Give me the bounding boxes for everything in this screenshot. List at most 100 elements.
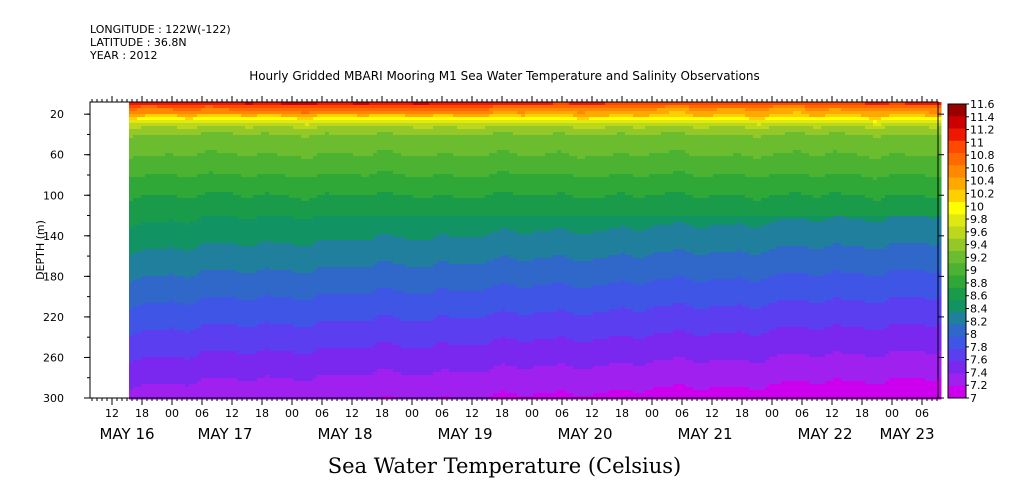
heat-cell <box>281 288 286 292</box>
heat-cell <box>285 201 290 205</box>
heat-cell <box>237 105 242 109</box>
heat-cell <box>237 237 242 241</box>
heat-cell <box>269 384 274 388</box>
heat-cell <box>165 339 170 343</box>
heat-cell <box>301 360 306 364</box>
heat-cell <box>233 171 238 175</box>
heat-cell <box>309 222 314 226</box>
heat-cell <box>229 330 234 334</box>
heat-cell <box>261 210 266 214</box>
heat-cell <box>229 387 234 391</box>
heat-cell <box>141 168 146 172</box>
heat-cell <box>193 276 198 280</box>
heat-cell <box>209 345 214 349</box>
heat-cell <box>169 213 174 217</box>
heat-cell <box>221 111 226 115</box>
heat-cell <box>293 279 298 283</box>
heat-cell <box>197 351 202 355</box>
heat-cell <box>161 339 166 343</box>
heat-cell <box>169 252 174 256</box>
heat-cell <box>313 156 318 160</box>
heat-cell <box>221 102 226 106</box>
heat-cell <box>161 240 166 244</box>
heat-cell <box>209 348 214 352</box>
heat-cell <box>137 201 142 205</box>
heat-cell <box>165 111 170 115</box>
heat-cell <box>213 249 218 253</box>
heat-cell <box>181 285 186 289</box>
heat-cell <box>305 120 310 124</box>
heat-cell <box>181 288 186 292</box>
heat-cell <box>161 312 166 316</box>
heat-cell <box>309 120 314 124</box>
heat-cell <box>133 357 138 361</box>
heat-cell <box>197 366 202 370</box>
heat-cell <box>213 276 218 280</box>
heat-cell <box>129 318 134 322</box>
heat-cell <box>265 378 270 382</box>
heat-cell <box>209 258 214 262</box>
heat-cell <box>201 111 206 115</box>
heat-cell <box>285 366 290 370</box>
heat-cell <box>129 261 134 265</box>
heat-cell <box>245 309 250 313</box>
heat-cell <box>169 360 174 364</box>
heat-cell <box>309 102 314 106</box>
heat-cell <box>261 384 266 388</box>
heat-cell <box>317 279 322 283</box>
heat-cell <box>309 228 314 232</box>
heat-cell <box>201 195 206 199</box>
heat-cell <box>233 186 238 190</box>
heat-cell <box>173 135 178 139</box>
heat-cell <box>273 348 278 352</box>
heat-cell <box>173 387 178 391</box>
heat-cell <box>225 267 230 271</box>
heat-cell <box>281 156 286 160</box>
heat-cell <box>201 300 206 304</box>
heat-cell <box>165 144 170 148</box>
heat-cell <box>225 312 230 316</box>
heat-cell <box>161 120 166 124</box>
heat-cell <box>157 381 162 385</box>
heat-cell <box>157 171 162 175</box>
heat-cell <box>241 213 246 217</box>
heat-cell <box>165 342 170 346</box>
heat-cell <box>305 174 310 178</box>
heat-cell <box>249 351 254 355</box>
heat-cell <box>317 381 322 385</box>
heat-cell <box>213 261 218 265</box>
heat-cell <box>197 204 202 208</box>
heat-cell <box>245 315 250 319</box>
heat-cell <box>189 321 194 325</box>
heat-cell <box>313 153 318 157</box>
heat-cell <box>265 336 270 340</box>
heat-cell <box>225 282 230 286</box>
heat-cell <box>193 282 198 286</box>
heat-cell <box>213 366 218 370</box>
heat-cell <box>317 327 322 331</box>
heat-cell <box>297 339 302 343</box>
heat-cell <box>285 195 290 199</box>
heat-cell <box>177 138 182 142</box>
heat-cell <box>185 261 190 265</box>
heat-cell <box>317 363 322 367</box>
heat-cell <box>149 381 154 385</box>
heat-cell <box>249 297 254 301</box>
heat-cell <box>261 237 266 241</box>
heat-cell <box>277 318 282 322</box>
heat-cell <box>181 174 186 178</box>
heat-cell <box>129 273 134 277</box>
heat-cell <box>185 345 190 349</box>
heat-cell <box>193 123 198 127</box>
heat-cell <box>133 204 138 208</box>
heat-cell <box>169 216 174 220</box>
heat-cell <box>321 297 326 301</box>
heat-cell <box>233 222 238 226</box>
heat-cell <box>153 309 158 313</box>
heat-cell <box>237 339 242 343</box>
heat-cell <box>141 363 146 367</box>
heat-cell <box>161 132 166 136</box>
heat-cell <box>277 153 282 157</box>
heat-cell <box>145 150 150 154</box>
heat-cell <box>189 234 194 238</box>
